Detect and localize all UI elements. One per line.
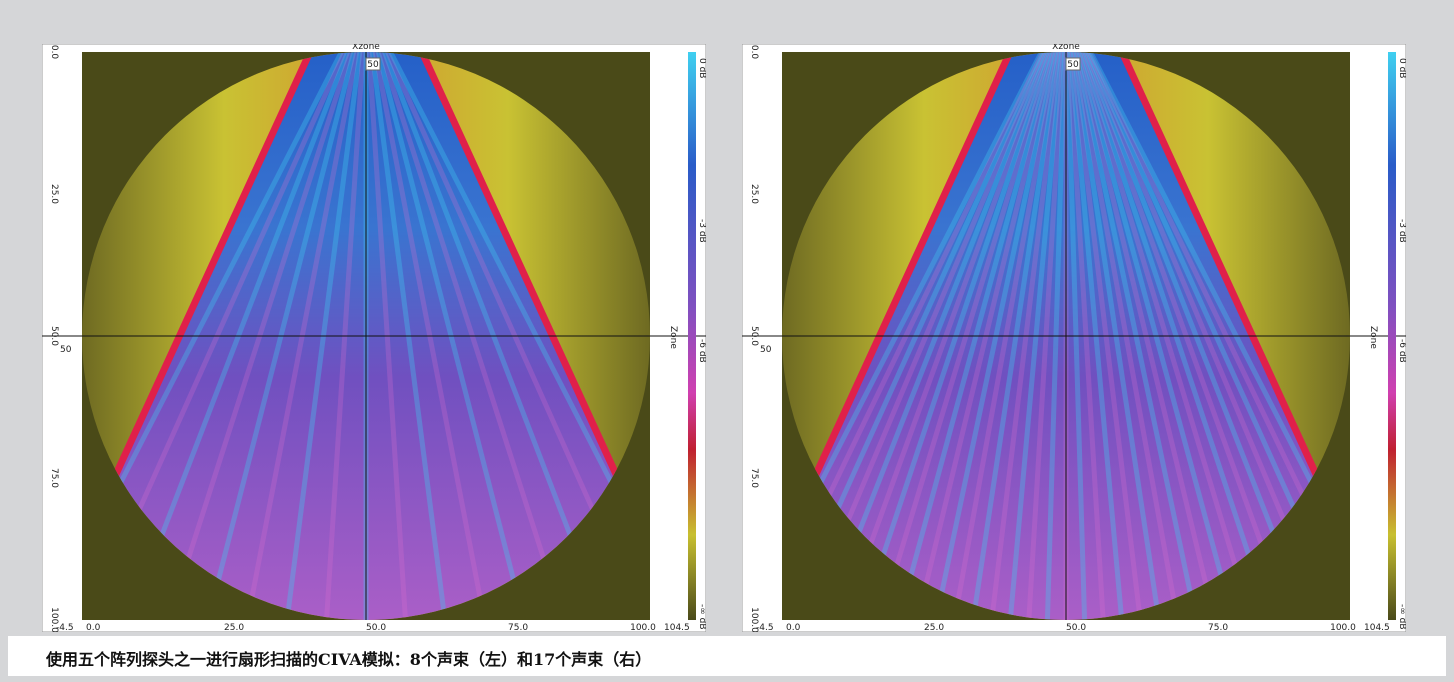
colorbar-label: 0 dB <box>697 58 706 78</box>
simulation-panel: Xzone 50 50 0.0 25.0 50.0 75.0 100.0 -4.5 0.0 25.0… <box>42 44 706 632</box>
x-tick-label: 75.0 <box>1208 623 1228 632</box>
cursor-label: 50 <box>367 60 379 70</box>
x-tick-label: -4.5 <box>56 623 74 632</box>
caption: 使用五个阵列探头之一进行扇形扫描的CIVA模拟：8个声束（左）和17个声束（右） <box>46 646 651 670</box>
y-tick-label: 25.0 <box>749 184 759 204</box>
cursor-label: 50 <box>760 345 772 355</box>
x-tick-label: 100.0 <box>1330 623 1356 632</box>
colorbar-label: -3 dB <box>1397 219 1406 243</box>
colorbar-title: Zone <box>668 326 678 349</box>
x-tick-label: 0.0 <box>786 623 801 632</box>
colorbar <box>1388 52 1396 620</box>
x-tick-label: 75.0 <box>508 623 528 632</box>
axis-title: Xzone <box>1052 44 1080 52</box>
x-tick-label: 50.0 <box>366 623 386 632</box>
x-tick-label: 50.0 <box>1066 623 1086 632</box>
caption-area: 使用五个阵列探头之一进行扇形扫描的CIVA模拟：8个声束（左）和17个声束（右） <box>8 636 1446 676</box>
cursor-label: 50 <box>1067 60 1079 70</box>
colorbar-label: -3 dB <box>697 219 706 243</box>
y-tick-label: 0.0 <box>49 45 59 60</box>
simulation-panel: Xzone 50 50 0.0 25.0 50.0 75.0 100.0 -4.5 0.0 25.0… <box>742 44 1406 632</box>
y-tick-label: 50.0 <box>49 326 59 346</box>
x-tick-label: 100.0 <box>630 623 656 632</box>
colorbar <box>688 52 696 620</box>
x-tick-label: -4.5 <box>756 623 774 632</box>
x-tick-label: 104.5 <box>664 623 690 632</box>
colorbar-label: -6 dB <box>697 339 706 363</box>
y-tick-label: 25.0 <box>49 184 59 204</box>
y-tick-label: 0.0 <box>749 45 759 60</box>
colorbar-label: -∞ dB <box>1397 604 1406 630</box>
x-tick-label: 0.0 <box>86 623 101 632</box>
cursor-label: 50 <box>60 345 72 355</box>
image <box>42 44 694 632</box>
axis-title: Xzone <box>352 44 380 52</box>
y-tick-label: 75.0 <box>749 468 759 488</box>
image <box>742 44 1394 632</box>
colorbar-label: 0 dB <box>1397 58 1406 78</box>
x-tick-label: 104.5 <box>1364 623 1390 632</box>
colorbar-label: -∞ dB <box>697 604 706 630</box>
colorbar-title: Zone <box>1368 326 1378 349</box>
y-tick-label: 50.0 <box>749 326 759 346</box>
x-tick-label: 25.0 <box>924 623 944 632</box>
figure: Xzone 50 50 0.0 25.0 50.0 75.0 100.0 -4.5 0.0 25.0… <box>0 0 1454 682</box>
y-tick-label: 75.0 <box>49 468 59 488</box>
x-tick-label: 25.0 <box>224 623 244 632</box>
colorbar-label: -6 dB <box>1397 339 1406 363</box>
